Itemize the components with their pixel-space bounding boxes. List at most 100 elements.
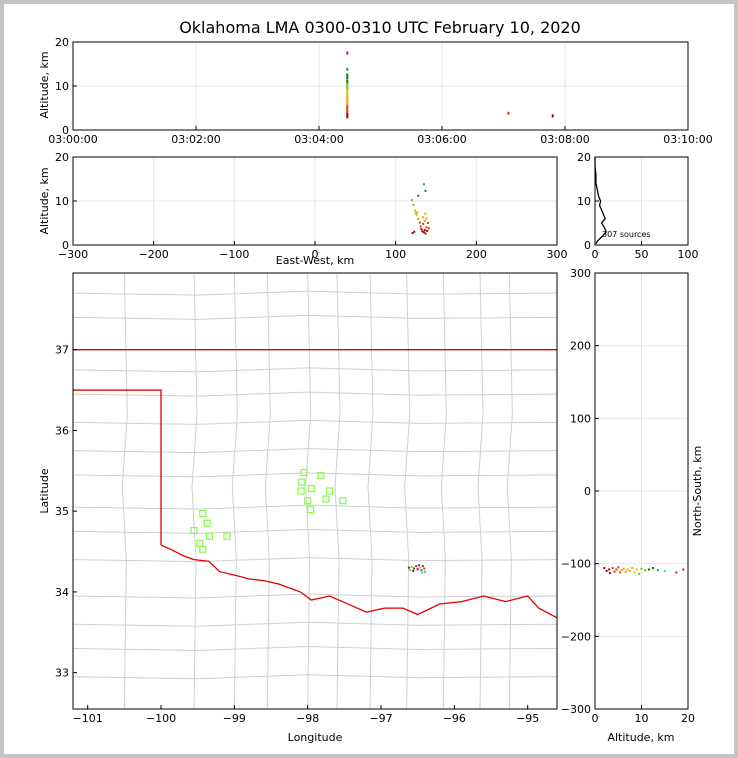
ns-source-point xyxy=(620,569,623,572)
ew-source-point xyxy=(422,216,425,219)
county-line xyxy=(72,367,558,373)
ns-panel-ylabel: North-South, km xyxy=(691,446,704,537)
x-tick-label: 100 xyxy=(385,248,406,261)
ns-source-point xyxy=(675,571,678,574)
x-tick-label: −95 xyxy=(516,712,539,725)
y-tick-label: 0 xyxy=(584,239,591,252)
x-tick-label: −300 xyxy=(58,248,88,261)
lma-station-marker xyxy=(190,526,198,535)
x-tick-label: −99 xyxy=(223,712,246,725)
county-line xyxy=(305,272,312,710)
county-line xyxy=(334,272,341,710)
y-tick-label: 0 xyxy=(62,239,69,252)
county-line xyxy=(264,272,271,710)
time-source-point xyxy=(346,80,349,84)
y-tick-label: 36 xyxy=(55,424,69,437)
ns-source-point xyxy=(644,569,647,572)
time-source-point xyxy=(346,91,349,95)
ew-panel-xlabel: East-West, km xyxy=(276,254,354,267)
y-tick-label: 20 xyxy=(55,36,69,49)
ew-source-point xyxy=(424,232,427,235)
histogram-annotation: 307 sources xyxy=(602,230,651,239)
y-tick-label: 37 xyxy=(55,344,69,357)
county-line xyxy=(72,448,558,454)
time-source-point xyxy=(346,83,349,87)
x-tick-label: −100 xyxy=(146,712,176,725)
ns-source-point xyxy=(682,568,685,571)
ew-source-point xyxy=(413,230,416,233)
lma-station-marker xyxy=(304,497,312,505)
plan-source-point xyxy=(418,564,421,567)
plan-xlabel: Longitude xyxy=(288,731,343,744)
chart-title: Oklahoma LMA 0300-0310 UTC February 10, … xyxy=(179,18,581,37)
lma-station-marker xyxy=(223,532,231,540)
ew-source-point xyxy=(412,203,415,206)
time-source-point xyxy=(346,104,349,108)
ew-source-point xyxy=(425,217,428,220)
time-source-point xyxy=(346,88,349,92)
x-tick-label: 0 xyxy=(312,248,319,261)
y-tick-label: 0 xyxy=(584,485,591,498)
ew-source-point xyxy=(423,229,426,232)
plan-source-point xyxy=(415,565,418,568)
x-tick-label: 200 xyxy=(466,248,487,261)
ns-source-point xyxy=(615,568,618,571)
time-panel-ylabel: Altitude, km xyxy=(38,51,51,118)
y-tick-label: 35 xyxy=(55,505,69,518)
x-tick-label: 03:00:00 xyxy=(48,133,97,146)
x-tick-label: 100 xyxy=(678,248,699,261)
ew-source-point xyxy=(426,222,429,224)
lma-station-marker xyxy=(307,505,315,514)
plan-source-point xyxy=(413,567,415,570)
county-line xyxy=(72,621,558,627)
plan-source-point xyxy=(424,570,426,573)
ew-source-point xyxy=(410,199,413,202)
lma-station-marker xyxy=(199,545,207,553)
ew-source-point xyxy=(420,228,423,231)
ns-source-point xyxy=(619,571,622,574)
state-border-red-river xyxy=(160,544,558,619)
county-line xyxy=(72,472,558,478)
ns-source-point xyxy=(652,567,655,570)
ns-source-point xyxy=(617,566,620,569)
ns-source-point xyxy=(656,569,659,572)
ew-source-point xyxy=(421,230,424,233)
time-source-point xyxy=(346,115,349,119)
ew-altitude-panel: −300 −200 −100 0 100 200 300 0 10 20 xyxy=(55,151,568,261)
x-tick-label: −98 xyxy=(296,712,319,725)
time-source-point xyxy=(346,99,349,103)
lma-station-marker xyxy=(317,472,325,480)
county-line xyxy=(72,674,558,680)
plan-source-point xyxy=(418,566,421,569)
county-line xyxy=(367,272,374,710)
ew-panel-ylabel: Altitude, km xyxy=(38,167,51,234)
ns-source-point xyxy=(640,567,643,570)
x-tick-label: −200 xyxy=(139,248,169,261)
x-tick-label: 03:10:00 xyxy=(663,133,712,146)
lma-station-marker xyxy=(205,532,213,540)
plan-source-point xyxy=(421,565,424,568)
time-source-point xyxy=(346,96,349,100)
ns-source-point xyxy=(633,571,636,574)
ns-source-point xyxy=(624,570,627,573)
y-tick-label: 33 xyxy=(55,667,69,680)
state-border-panhandle xyxy=(73,389,162,546)
time-source-point xyxy=(346,112,349,116)
ns-source-point xyxy=(611,567,614,570)
plan-ylabel: Latitude xyxy=(38,468,51,514)
x-tick-label: 20 xyxy=(681,712,695,725)
x-tick-label: 03:04:00 xyxy=(294,133,343,146)
figure-frame: Oklahoma LMA 0300-0310 UTC February 10, … xyxy=(4,4,734,754)
plan-source-point xyxy=(416,568,419,571)
ns-source-point xyxy=(635,568,638,571)
lma-station-marker xyxy=(298,478,306,486)
ew-source-point xyxy=(423,219,426,222)
y-tick-label: 10 xyxy=(55,195,69,208)
plan-source-point xyxy=(420,569,423,572)
ew-source-point xyxy=(422,222,425,225)
time-source-point xyxy=(346,73,349,77)
ew-source-point xyxy=(427,227,430,230)
axes-frame xyxy=(72,272,558,710)
x-tick-label: 50 xyxy=(635,248,649,261)
county-line xyxy=(404,272,411,710)
